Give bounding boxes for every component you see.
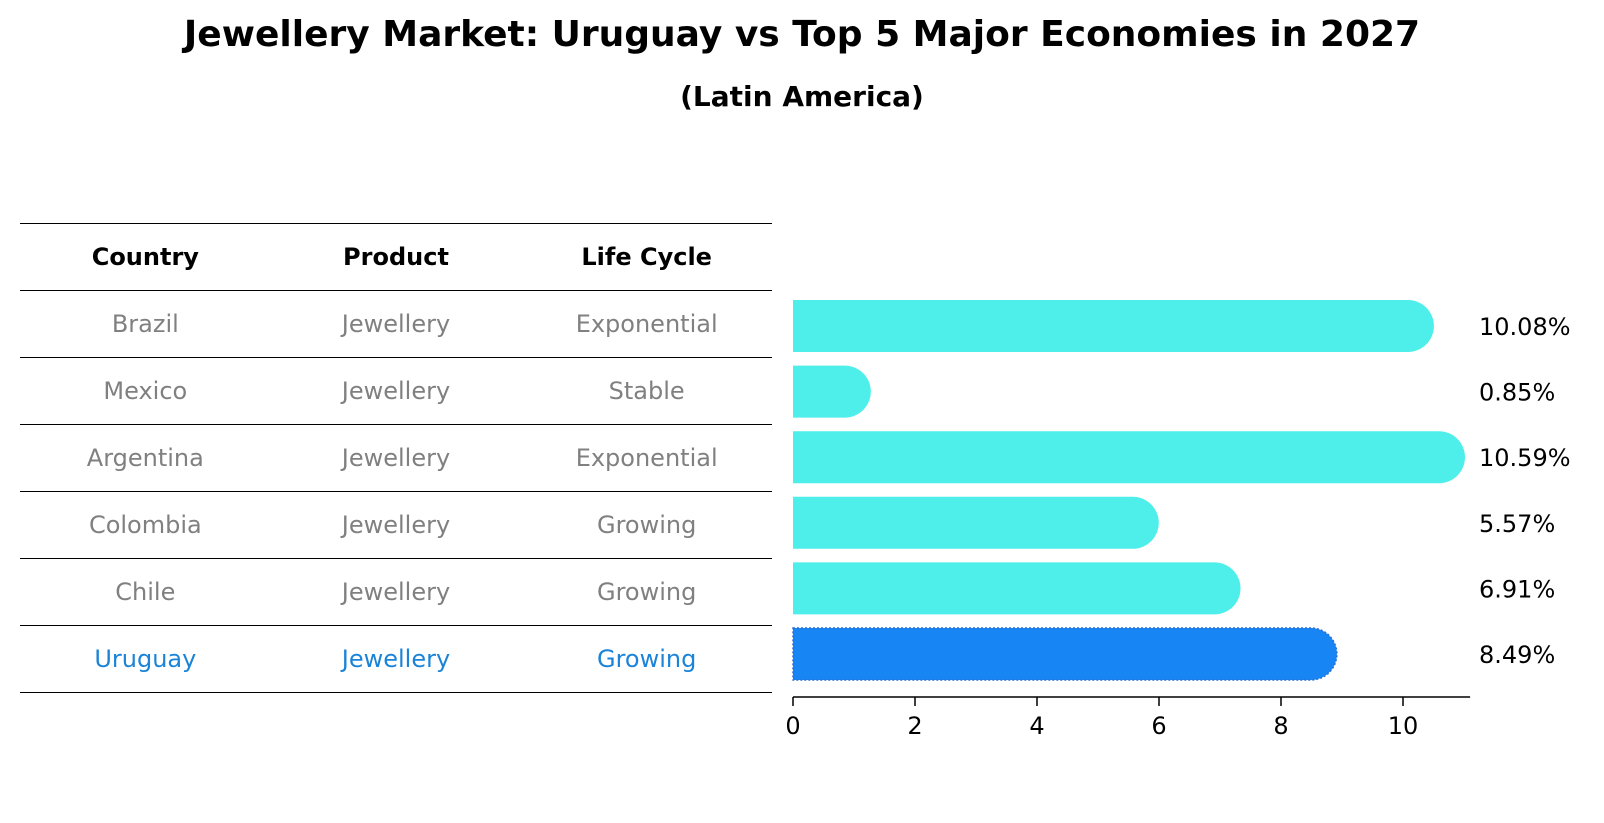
bar-argentina: [793, 431, 1465, 484]
cell-country: Mexico: [20, 357, 271, 425]
x-tick-label-2: 2: [907, 712, 922, 740]
chart-subtitle: (Latin America): [680, 80, 924, 113]
cell-country: Colombia: [20, 491, 271, 559]
header-country: Country: [20, 223, 271, 291]
cell-life-cycle: Exponential: [521, 290, 772, 358]
cell-country: Brazil: [20, 290, 271, 358]
header-product: Product: [270, 223, 522, 291]
table-header-row: Country Product Life Cycle: [20, 223, 772, 291]
data-table: Country Product Life Cycle Brazil Jewell…: [20, 223, 772, 693]
cell-product: Jewellery: [270, 290, 522, 358]
cell-country: Uruguay: [20, 625, 271, 693]
x-tick-label-4: 4: [1029, 712, 1044, 740]
value-label-brazil: 10.08%: [1479, 313, 1571, 341]
value-label-mexico: 0.85%: [1479, 379, 1555, 407]
chart-title: Jewellery Market: Uruguay vs Top 5 Major…: [183, 14, 1421, 55]
cell-product: Jewellery: [270, 424, 522, 492]
cell-product: Jewellery: [270, 491, 522, 559]
bar-brazil: [793, 300, 1434, 352]
value-label-colombia: 5.57%: [1479, 510, 1555, 538]
cell-life-cycle: Exponential: [521, 424, 772, 492]
cell-country: Chile: [20, 558, 271, 626]
x-tick-label-6: 6: [1151, 712, 1166, 740]
table-row: Brazil Jewellery Exponential: [20, 290, 772, 358]
bar-colombia: [793, 496, 1159, 549]
cell-life-cycle: Growing: [521, 625, 772, 693]
x-tick-label-0: 0: [785, 712, 800, 740]
table-row-highlight: Uruguay Jewellery Growing: [20, 625, 772, 693]
value-label-chile: 6.91%: [1479, 575, 1555, 603]
x-tick-label-8: 8: [1273, 712, 1288, 740]
header-life-cycle: Life Cycle: [521, 223, 772, 291]
cell-product: Jewellery: [270, 558, 522, 626]
cell-life-cycle: Stable: [521, 357, 772, 425]
cell-life-cycle: Growing: [521, 491, 772, 559]
value-label-uruguay: 8.49%: [1479, 641, 1555, 669]
table-row: Mexico Jewellery Stable: [20, 357, 772, 425]
table-row: Chile Jewellery Growing: [20, 558, 772, 626]
bar-uruguay: [792, 627, 1338, 681]
x-tick-label-10: 10: [1388, 712, 1419, 740]
table-row: Colombia Jewellery Growing: [20, 491, 772, 559]
cell-product: Jewellery: [270, 357, 522, 425]
value-label-argentina: 10.59%: [1479, 444, 1571, 472]
cell-life-cycle: Growing: [521, 558, 772, 626]
cell-product: Jewellery: [270, 625, 522, 693]
bar-chile: [793, 562, 1241, 615]
bar-mexico: [793, 365, 871, 418]
table-row: Argentina Jewellery Exponential: [20, 424, 772, 492]
cell-country: Argentina: [20, 424, 271, 492]
